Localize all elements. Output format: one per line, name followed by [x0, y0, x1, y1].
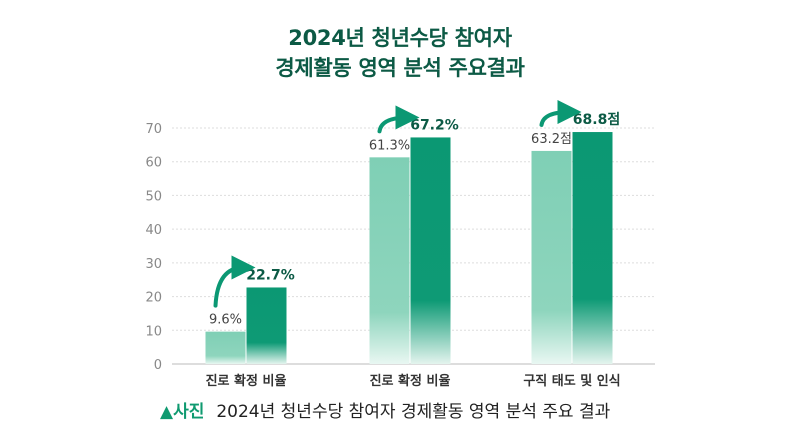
bar-after — [246, 287, 287, 364]
category-label: 진로 확정 비율 — [206, 373, 287, 389]
y-tick-label: 60 — [145, 156, 162, 171]
bar-before — [369, 157, 410, 364]
y-tick-label: 30 — [145, 257, 162, 272]
bar-after — [410, 137, 451, 364]
caption-tag: ▲사진 — [160, 402, 205, 422]
bar-before — [205, 331, 246, 364]
y-axis: 0 10 20 30 40 50 60 70 — [145, 122, 162, 373]
increase-arrow-icon — [213, 255, 256, 308]
title-line-2: 경제활동 영역 분석 주요결과 — [275, 56, 525, 80]
data-label-after: 22.7% — [246, 267, 295, 283]
data-label-before: 61.3% — [369, 138, 410, 153]
y-tick-label: 10 — [145, 324, 162, 339]
x-axis: 진로 확정 비율 진로 확정 비율 구직 태도 및 인식 — [206, 373, 621, 389]
y-tick-label: 0 — [154, 358, 162, 373]
data-label-after: 68.8점 — [573, 111, 620, 128]
bar-after — [572, 132, 613, 364]
y-tick-label: 50 — [145, 189, 162, 204]
y-tick-label: 40 — [145, 223, 162, 238]
bar-before — [531, 150, 572, 364]
y-tick-label: 20 — [145, 291, 162, 306]
bars — [205, 132, 613, 364]
data-label-before: 63.2점 — [531, 132, 572, 147]
data-label-after: 67.2% — [410, 117, 459, 133]
increase-arrow-icon — [377, 105, 420, 134]
title-line-1: 2024년 청년수당 참여자 — [288, 26, 512, 50]
caption-text: 2024년 청년수당 참여자 경제활동 영역 분석 주요 결과 — [216, 402, 611, 422]
category-label: 진로 확정 비율 — [370, 373, 451, 389]
increase-arrow-icon — [539, 100, 582, 127]
y-tick-label: 70 — [145, 122, 162, 137]
category-label: 구직 태도 및 인식 — [523, 373, 620, 389]
caption: ▲사진 2024년 청년수당 참여자 경제활동 영역 분석 주요 결과 — [160, 397, 610, 422]
data-label-before: 9.6% — [209, 313, 242, 328]
